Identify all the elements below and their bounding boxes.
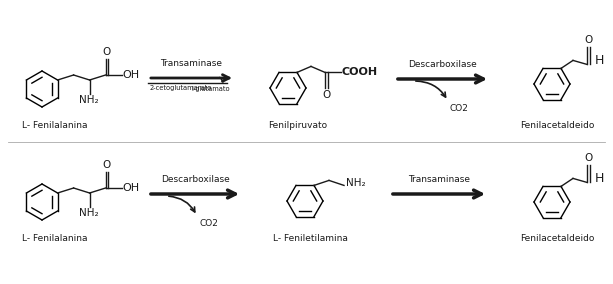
Text: Transaminase: Transaminase: [161, 59, 223, 68]
Text: NH₂: NH₂: [79, 208, 99, 218]
Text: 2-cetoglutamarato: 2-cetoglutamarato: [150, 85, 212, 91]
Text: COOH: COOH: [342, 67, 378, 78]
Text: L- Feniletilamina: L- Feniletilamina: [273, 234, 348, 243]
Text: OH: OH: [123, 70, 140, 80]
Text: CO2: CO2: [450, 104, 469, 113]
Text: O: O: [102, 160, 111, 170]
Text: l-glutamato: l-glutamato: [191, 86, 230, 92]
Text: NH₂: NH₂: [79, 95, 99, 105]
Text: L- Fenilalanina: L- Fenilalanina: [22, 234, 88, 243]
Text: O: O: [584, 153, 592, 163]
Text: O: O: [584, 36, 592, 45]
Text: Transaminase: Transaminase: [408, 175, 470, 184]
Text: Fenilacetaldeido: Fenilacetaldeido: [520, 234, 594, 243]
Text: OH: OH: [123, 183, 140, 193]
Text: H: H: [595, 54, 604, 67]
Text: NH₂: NH₂: [346, 178, 365, 188]
Text: CO2: CO2: [199, 219, 218, 228]
Text: Descarboxilase: Descarboxilase: [408, 60, 477, 69]
Text: O: O: [102, 47, 111, 57]
Text: H: H: [595, 172, 604, 185]
Text: Fenilpiruvato: Fenilpiruvato: [268, 121, 327, 130]
Text: L- Fenilalanina: L- Fenilalanina: [22, 121, 88, 130]
Text: O: O: [322, 90, 330, 101]
Text: Fenilacetaldeido: Fenilacetaldeido: [520, 121, 594, 130]
Text: Descarboxilase: Descarboxilase: [161, 175, 229, 184]
